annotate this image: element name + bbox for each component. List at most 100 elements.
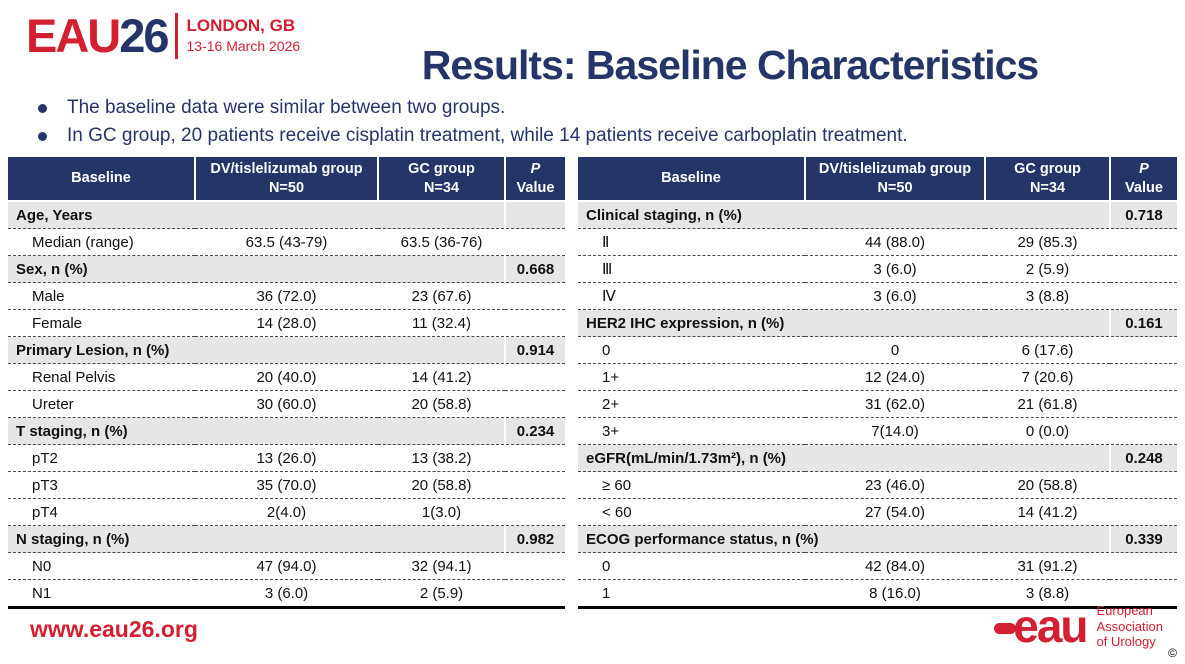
gc-group-value: 14 (41.2)	[1017, 503, 1078, 521]
dv-group-value: 3 (6.0)	[264, 584, 309, 602]
logo-divider	[174, 12, 178, 59]
column-header: P Value	[1109, 157, 1177, 201]
category-row: Age, Years	[8, 201, 565, 229]
eau26-logo: EAU 26 LONDON, GB 13-16 March 2026	[26, 12, 300, 59]
p-value	[1110, 364, 1177, 391]
p-value	[505, 283, 565, 310]
category-row: Sex, n (%) 0.668	[8, 255, 565, 283]
logo-year-text: 26	[119, 9, 169, 62]
gc-group-value: 20 (58.8)	[1017, 476, 1078, 494]
p-value	[505, 472, 565, 499]
dv-group-value: 35 (70.0)	[256, 476, 317, 494]
p-value	[505, 445, 565, 472]
gc-group-value: 29 (85.3)	[1017, 233, 1078, 251]
p-value	[1110, 283, 1177, 310]
p-value: 0.161	[1109, 309, 1177, 337]
row-label: 1+	[602, 368, 620, 386]
gc-group-value: 32 (94.1)	[411, 557, 472, 575]
table-row: Median (range) 63.5 (43-79) 63.5 (36-76)	[8, 229, 565, 256]
table-row: pT4 2(4.0) 1(3.0)	[8, 499, 565, 526]
p-value	[505, 391, 565, 418]
dv-group-value: 2(4.0)	[266, 503, 307, 521]
column-header: DV/tislelizumab group N=50	[194, 157, 378, 201]
table-row: 1+ 12 (24.0) 7 (20.6)	[578, 364, 1177, 391]
row-label: Renal Pelvis	[32, 368, 116, 386]
dv-group-value: 14 (28.0)	[256, 314, 317, 332]
dv-group-value: 12 (24.0)	[864, 368, 926, 386]
dv-group-value: 3 (6.0)	[873, 260, 917, 278]
table-row: Ⅱ 44 (88.0) 29 (85.3)	[578, 229, 1177, 256]
org-line: Association	[1096, 618, 1163, 634]
category-label: T staging, n (%)	[8, 417, 505, 445]
gc-group-value: 1(3.0)	[421, 503, 462, 521]
category-row: eGFR(mL/min/1.73m²), n (%) 0.248	[578, 444, 1177, 472]
category-row: Primary Lesion, n (%) 0.914	[8, 336, 565, 364]
gc-group-value: 20 (58.8)	[411, 395, 472, 413]
p-value	[1110, 337, 1177, 364]
table-row: pT2 13 (26.0) 13 (38.2)	[8, 445, 565, 472]
category-row: N staging, n (%) 0.982	[8, 525, 565, 553]
dv-group-value: 42 (84.0)	[864, 557, 926, 575]
row-label: N0	[32, 557, 52, 575]
dv-group-value: 27 (54.0)	[864, 503, 926, 521]
category-label: Sex, n (%)	[8, 255, 505, 283]
org-line: European	[1096, 603, 1153, 618]
table-row: 1 8 (16.0) 3 (8.8)	[578, 580, 1177, 608]
dv-group-value: 7(14.0)	[871, 422, 919, 440]
p-value: 0.982	[504, 525, 565, 553]
category-row: HER2 IHC expression, n (%) 0.161	[578, 309, 1177, 337]
category-row: ECOG performance status, n (%) 0.339	[578, 525, 1177, 553]
gc-group-value: 3 (8.8)	[1025, 584, 1070, 602]
bullet-text: In GC group, 20 patients receive cisplat…	[67, 125, 908, 146]
org-line: of Urology	[1096, 634, 1156, 650]
table-right-head: Baseline DV/tislelizumab group N=50 GC grou…	[578, 157, 1177, 201]
column-header: Baseline	[578, 157, 805, 201]
bullet-text: The baseline data were similar between t…	[67, 97, 506, 118]
column-header: GC group N=34	[984, 157, 1110, 201]
table-left-head: Baseline DV/tislelizumab group N=50 GC grou…	[8, 157, 565, 201]
row-label: N1	[32, 584, 52, 602]
eau-association-logo: eau European Association of Urology	[994, 602, 1163, 650]
logo-location: LONDON, GB	[186, 16, 296, 36]
dv-group-value: 44 (88.0)	[864, 233, 926, 251]
column-header: Baseline	[8, 157, 195, 201]
row-label: Ⅱ	[602, 234, 610, 251]
p-value: 0.914	[504, 336, 565, 364]
table-row: Ⅳ 3 (6.0) 3 (8.8)	[578, 283, 1177, 310]
column-header: DV/tislelizumab group N=50	[804, 157, 985, 201]
column-header: GC group N=34	[377, 157, 505, 201]
dv-group-value: 63.5 (43-79)	[245, 233, 328, 251]
category-label: Age, Years	[8, 201, 505, 229]
p-value	[505, 229, 565, 256]
gc-group-value: 20 (58.8)	[411, 476, 472, 494]
table-left-body: Age, Years Median (range) 63.5 (43-79) 63.5…	[8, 201, 565, 608]
gc-group-value: 7 (20.6)	[1021, 368, 1074, 386]
row-label: 1	[602, 584, 611, 602]
p-value: 0.248	[1109, 444, 1177, 472]
logo-location-block: LONDON, GB 13-16 March 2026	[187, 16, 301, 55]
conference-url-link[interactable]: www.eau26.org	[30, 616, 198, 642]
dv-group-value: 20 (40.0)	[256, 368, 317, 386]
dv-group-value: 23 (46.0)	[864, 476, 926, 494]
table-header-row: Baseline DV/tislelizumab group N=50 GC grou…	[8, 157, 565, 201]
table-row: Ureter 30 (60.0) 20 (58.8)	[8, 391, 565, 418]
table-row: 3+ 7(14.0) 0 (0.0)	[578, 418, 1177, 445]
dv-group-value: 30 (60.0)	[256, 395, 317, 413]
page-title: Results: Baseline Characteristics	[421, 42, 1039, 89]
table-row: Ⅲ 3 (6.0) 2 (5.9)	[578, 256, 1177, 283]
gc-group-value: 31 (91.2)	[1017, 557, 1078, 575]
category-label: N staging, n (%)	[8, 525, 505, 553]
dv-group-value: 8 (16.0)	[869, 584, 921, 602]
eau-association-name: European Association of Urology	[1097, 603, 1163, 650]
copyright-symbol: ©	[1168, 646, 1177, 660]
row-label: Male	[32, 287, 65, 305]
p-value	[505, 499, 565, 526]
baseline-table-left: Baseline DV/tislelizumab group N=50 GC grou…	[8, 157, 565, 609]
category-label: Clinical staging, n (%)	[578, 201, 1110, 229]
p-value	[505, 580, 565, 608]
gc-group-value: 6 (17.6)	[1021, 341, 1074, 359]
row-label: Ⅳ	[602, 288, 616, 305]
gc-group-value: 3 (8.8)	[1025, 287, 1070, 305]
category-label: HER2 IHC expression, n (%)	[578, 309, 1110, 337]
